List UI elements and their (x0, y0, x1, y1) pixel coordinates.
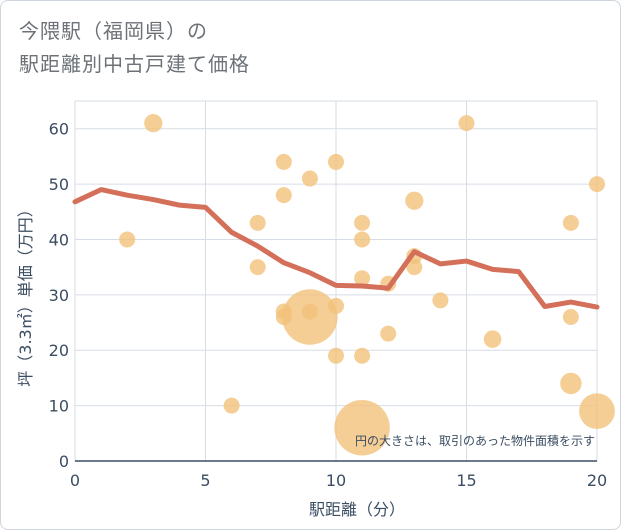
data-bubble (405, 191, 424, 210)
data-bubble (249, 259, 266, 276)
data-bubble (579, 393, 615, 430)
data-bubble (560, 372, 582, 395)
data-bubble (301, 170, 318, 187)
x-tick-label: 5 (200, 471, 210, 490)
data-bubble (328, 153, 344, 170)
data-bubble (354, 347, 371, 364)
data-bubble (406, 259, 423, 276)
average-line-group (72, 187, 600, 310)
x-tick-label: 20 (587, 471, 607, 490)
y-axis-label: 坪（3.3㎡）単価（万円） (16, 201, 35, 386)
chart-title: 今隈駅（福岡県）の 駅距離別中古戸建て価格 (19, 15, 250, 81)
title-line-2: 駅距離別中古戸建て価格 (19, 52, 250, 76)
y-tick-label: 40 (49, 230, 69, 249)
data-bubble (354, 214, 371, 231)
chart-note: 円の大きさは、取引のあった物件面積を示す (355, 433, 595, 448)
data-bubble (223, 397, 240, 414)
title-line-1: 今隈駅（福岡県）の (19, 19, 208, 43)
bubbles (119, 114, 615, 456)
data-bubble (119, 231, 136, 248)
data-bubble (282, 289, 338, 345)
x-tick-label: 10 (326, 471, 346, 490)
data-bubble (328, 297, 344, 314)
y-tick-label: 10 (49, 397, 69, 416)
y-tick-label: 30 (49, 286, 69, 305)
y-tick-label: 60 (49, 120, 69, 139)
average-price-line (72, 187, 600, 310)
data-bubble (483, 330, 502, 348)
data-bubble (144, 114, 163, 133)
data-bubble (354, 270, 371, 287)
x-tick-label: 15 (456, 471, 476, 490)
data-bubble (328, 347, 344, 364)
axes: 0 5 10 15 20 0 10 20 30 40 50 60 (49, 120, 608, 490)
data-bubble (380, 325, 397, 342)
data-bubble (432, 292, 449, 309)
data-bubble (458, 115, 475, 132)
x-axis-label: 駅距離（分） (309, 500, 405, 519)
y-tick-label: 50 (49, 175, 69, 194)
data-bubble (275, 187, 292, 204)
data-bubble (249, 214, 266, 231)
data-bubble (562, 309, 579, 325)
data-bubble (562, 214, 579, 231)
data-bubble (354, 231, 371, 248)
data-bubble (275, 153, 292, 170)
x-tick-label: 0 (70, 471, 80, 490)
data-bubble (589, 176, 605, 193)
data-bubble (334, 400, 390, 456)
y-tick-label: 0 (59, 452, 69, 471)
y-tick-label: 20 (49, 341, 69, 360)
